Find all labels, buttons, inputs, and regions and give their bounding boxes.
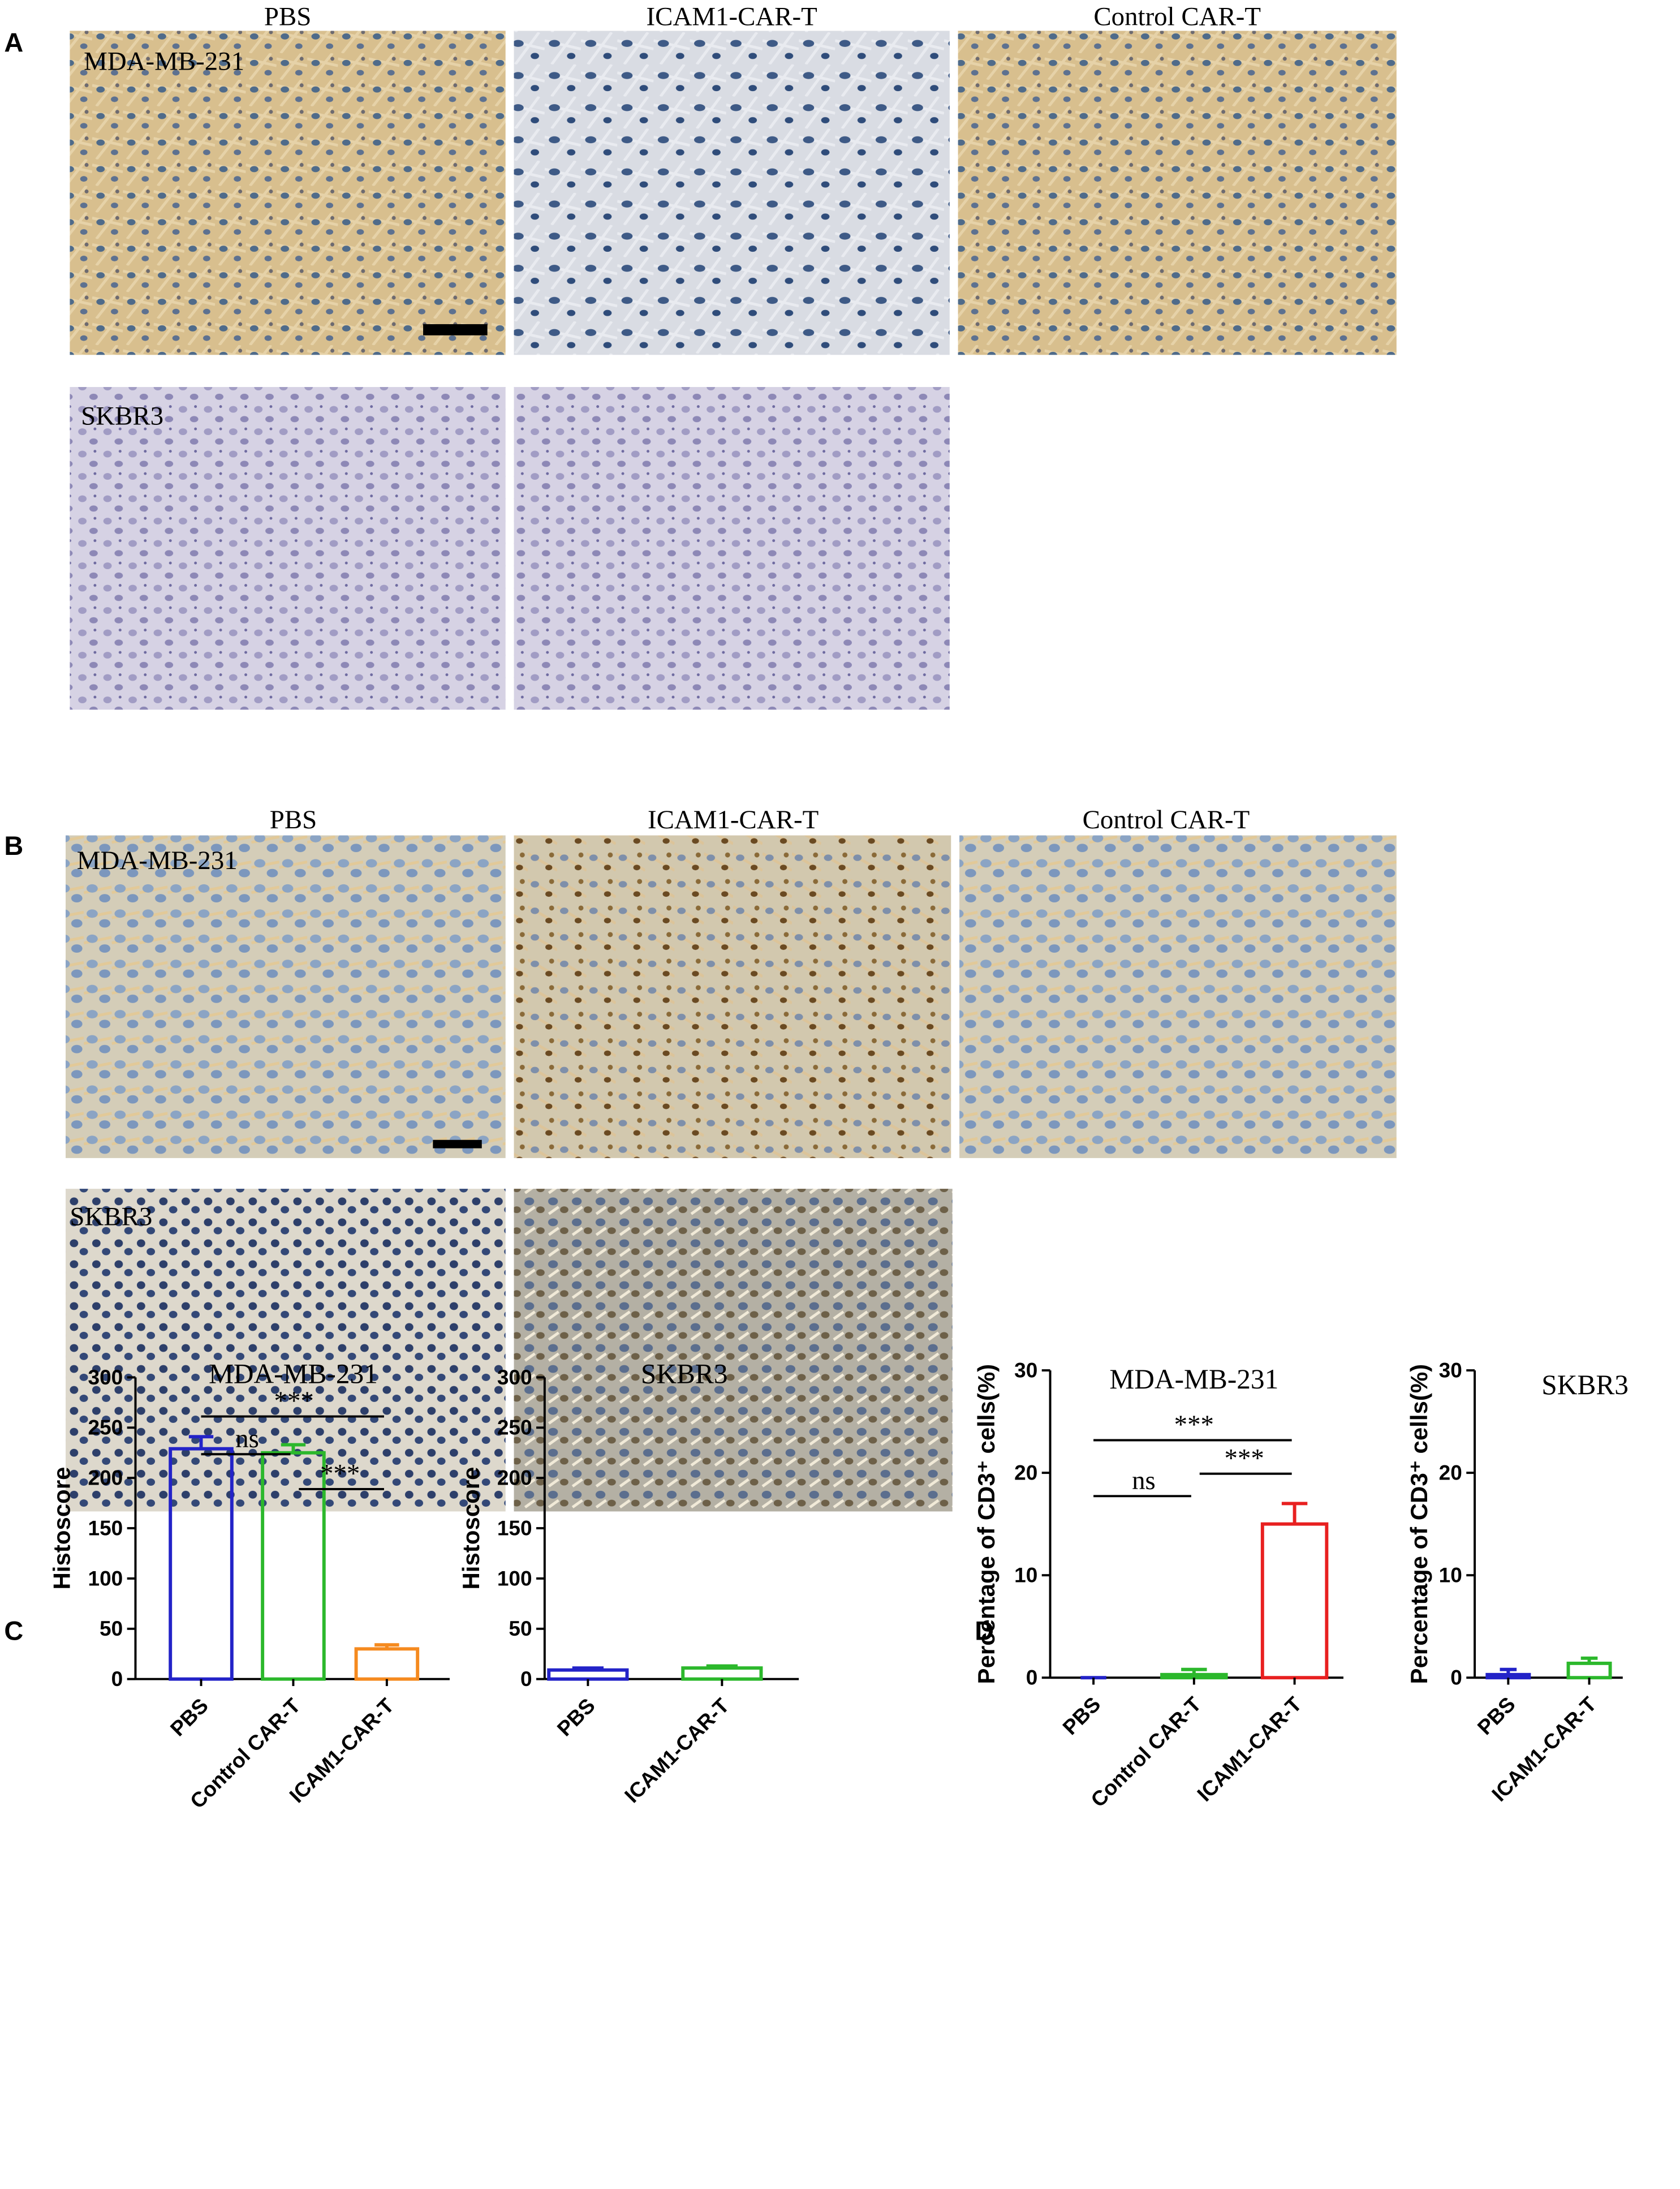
panel-label: C bbox=[4, 1616, 23, 1646]
micrograph bbox=[514, 387, 950, 710]
significance-label: ns bbox=[1132, 1466, 1156, 1495]
bar bbox=[1485, 1672, 1531, 1680]
panel-label: A bbox=[4, 28, 23, 58]
error-bar bbox=[281, 1443, 306, 1453]
y-tick-label: 100 bbox=[497, 1566, 532, 1590]
micrograph bbox=[514, 31, 950, 355]
scale-bar bbox=[433, 1139, 482, 1149]
y-tick-label: 250 bbox=[88, 1416, 123, 1439]
micrograph bbox=[958, 31, 1397, 355]
significance-label: *** bbox=[274, 1386, 314, 1416]
y-axis-label: Percentage of CD3⁺ cells(%) bbox=[1406, 1364, 1432, 1684]
y-tick-label: 200 bbox=[88, 1466, 123, 1490]
row-label: SKBR3 bbox=[70, 1202, 152, 1231]
error-bar bbox=[1281, 1502, 1308, 1524]
y-axis-label: Histoscore bbox=[458, 1467, 484, 1590]
micrograph bbox=[514, 835, 951, 1158]
panel-label: D bbox=[975, 1616, 994, 1646]
error-bar bbox=[188, 1435, 214, 1449]
micrograph bbox=[959, 835, 1397, 1158]
bar bbox=[1566, 1661, 1612, 1680]
micrograph bbox=[514, 1189, 953, 1512]
row-label: SKBR3 bbox=[81, 402, 163, 431]
column-title: Control CAR-T bbox=[1093, 2, 1261, 32]
significance-label: ns bbox=[235, 1424, 259, 1453]
y-tick-label: 30 bbox=[1439, 1358, 1462, 1382]
y-tick-label: 50 bbox=[509, 1616, 532, 1640]
x-tick-label: PBS bbox=[1472, 1692, 1520, 1740]
error-bar bbox=[1181, 1667, 1207, 1675]
y-axis-label: Histoscore bbox=[48, 1467, 75, 1590]
x-tick-label: ICAM1-CAR-T bbox=[620, 1693, 734, 1808]
row-label: MDA-MB-231 bbox=[84, 47, 244, 76]
y-tick-label: 20 bbox=[1014, 1460, 1037, 1484]
column-title: Control CAR-T bbox=[1083, 805, 1250, 835]
y-tick-label: 0 bbox=[1026, 1666, 1038, 1689]
column-title: ICAM1-CAR-T bbox=[648, 805, 819, 835]
error-bar bbox=[374, 1643, 399, 1649]
significance-label: *** bbox=[1225, 1443, 1264, 1473]
column-title: ICAM1-CAR-T bbox=[647, 2, 817, 32]
chart-title: SKBR3 bbox=[1541, 1369, 1629, 1400]
y-tick-label: 300 bbox=[88, 1365, 123, 1389]
micrograph bbox=[66, 835, 506, 1158]
x-tick-label: PBS bbox=[165, 1693, 213, 1741]
row-label: MDA-MB-231 bbox=[77, 846, 238, 875]
scale-bar bbox=[423, 324, 488, 336]
error-bar bbox=[706, 1664, 738, 1668]
x-tick-label: PBS bbox=[1058, 1692, 1105, 1740]
error-bar bbox=[1500, 1667, 1517, 1675]
bar bbox=[354, 1647, 420, 1681]
bar bbox=[1260, 1522, 1329, 1680]
column-title: PBS bbox=[270, 805, 317, 835]
chart-title: MDA-MB-231 bbox=[1109, 1364, 1278, 1395]
y-tick-label: 250 bbox=[497, 1416, 532, 1439]
micrograph bbox=[70, 31, 506, 355]
y-tick-label: 100 bbox=[88, 1566, 123, 1590]
y-tick-label: 0 bbox=[520, 1667, 532, 1691]
y-tick-label: 30 bbox=[1014, 1358, 1037, 1382]
y-tick-label: 10 bbox=[1014, 1563, 1037, 1587]
x-tick-label: PBS bbox=[552, 1693, 600, 1741]
panel-label: B bbox=[4, 831, 23, 861]
y-tick-label: 50 bbox=[100, 1616, 123, 1640]
y-axis-label: Percentage of CD3⁺ cells(%) bbox=[973, 1364, 1000, 1684]
bar bbox=[547, 1668, 629, 1681]
y-tick-label: 150 bbox=[497, 1516, 532, 1539]
y-tick-label: 300 bbox=[497, 1365, 532, 1389]
micrograph bbox=[66, 1189, 506, 1512]
y-tick-label: 0 bbox=[111, 1667, 123, 1691]
y-tick-label: 10 bbox=[1439, 1563, 1462, 1587]
chart-title: SKBR3 bbox=[641, 1358, 728, 1389]
y-tick-label: 0 bbox=[1450, 1666, 1462, 1689]
error-bar bbox=[572, 1666, 604, 1670]
micrograph bbox=[70, 387, 506, 710]
y-tick-label: 20 bbox=[1439, 1460, 1462, 1484]
significance-label: *** bbox=[1174, 1410, 1214, 1439]
x-tick-label: ICAM1-CAR-T bbox=[1192, 1692, 1307, 1806]
chart-title: MDA-MB-231 bbox=[209, 1358, 378, 1389]
significance-label: *** bbox=[320, 1459, 360, 1489]
y-tick-label: 150 bbox=[88, 1516, 123, 1539]
y-tick-label: 200 bbox=[497, 1466, 532, 1490]
error-bar bbox=[1580, 1656, 1598, 1663]
bar bbox=[681, 1666, 763, 1681]
column-title: PBS bbox=[264, 2, 311, 32]
bar bbox=[1160, 1672, 1228, 1680]
